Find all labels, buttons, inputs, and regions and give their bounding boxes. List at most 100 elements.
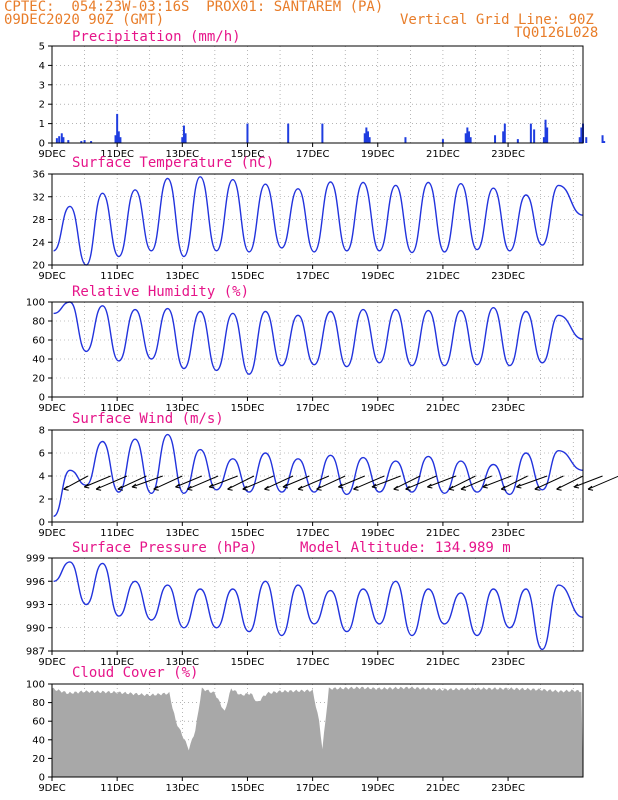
y-tick-label: 990 [26,623,45,634]
precip-bar [116,113,119,143]
y-tick-label: 80 [32,698,45,709]
x-tick-label: 11DEC [100,528,134,539]
x-tick-label: 17DEC [296,403,330,414]
precip-bar [368,137,371,143]
y-tick-label: 0 [39,393,45,404]
wind-arrow [282,475,310,488]
x-tick-label: 9DEC [38,657,65,668]
precip-bar [580,127,583,143]
wind-arrow-head [427,483,433,489]
x-tick-label: 23DEC [491,149,525,160]
wind-arrow [573,475,603,488]
panel-3 [48,301,584,401]
x-tick-label: 19DEC [361,149,395,160]
wind-arrow [84,475,111,488]
x-tick-label: 17DEC [296,657,330,668]
precip-bar [62,137,65,143]
wind-arrow [534,475,564,490]
wind-arrow [405,475,437,490]
series-line [53,433,584,517]
wind-arrow-head [242,485,248,491]
wind-arrow-head [353,485,359,491]
x-tick-label: 23DEC [491,783,525,794]
x-tick-label: 17DEC [296,271,330,282]
wind-arrow-head [153,485,159,491]
precip-bar [601,135,604,143]
chart-header: CPTEC: 054:23W-03:16S PROX01: SANTAREM (… [0,0,618,44]
x-tick-label: 15DEC [231,403,265,414]
wind-arrow-head [131,483,138,489]
x-tick-label: 19DEC [361,271,395,282]
x-tick-label: 15DEC [231,783,265,794]
precip-bar [464,133,467,143]
y-tick-label: 3 [39,80,45,91]
precip-bar [246,123,249,143]
wind-arrow-head [264,485,270,491]
x-tick-label: 13DEC [165,528,199,539]
precip-bar [441,139,444,143]
y-tick-label: 993 [26,600,45,611]
wind-arrow-head [573,483,580,489]
panel-title: Surface Wind (m/s) [72,411,224,427]
wind-arrow-head [316,485,322,491]
x-tick-label: 23DEC [491,528,525,539]
precip-bar [119,137,122,143]
wind-arrow-head [516,483,522,489]
y-tick-label: 996 [26,577,45,588]
x-tick-label: 21DEC [426,271,460,282]
wind-arrow [187,475,219,490]
precip-bar [494,135,497,143]
wind-arrow-head [95,485,102,491]
x-tick-label: 21DEC [426,657,460,668]
x-tick-label: 11DEC [100,783,134,794]
y-tick-label: 0 [39,518,45,529]
precip-bar [544,119,547,143]
x-tick-label: 21DEC [426,783,460,794]
y-tick-label: 4 [39,61,45,72]
precip-bar [58,136,61,143]
wind-arrow [500,475,528,490]
panel-title: Precipitation (mm/h) [72,29,241,45]
panel-2 [48,173,584,269]
x-tick-label: 21DEC [426,149,460,160]
y-tick-label: 100 [26,680,45,691]
wind-arrow [63,475,89,490]
wind-arrow [227,475,255,490]
model-id-label: TQ0126L028 [514,25,599,41]
precip-bar [585,137,588,143]
y-tick-label: 32 [32,192,45,203]
y-tick-label: 20 [32,374,45,385]
y-tick-label: 8 [39,426,45,437]
x-tick-label: 13DEC [165,783,199,794]
panel-frame [51,557,584,652]
x-tick-label: 9DEC [38,271,65,282]
x-tick-label: 11DEC [100,403,134,414]
y-tick-label: 60 [32,717,45,728]
panel-6 [48,683,584,781]
wind-arrow-head [500,485,507,491]
x-tick-label: 17DEC [296,783,330,794]
series-line [53,301,584,375]
precip-bar [466,127,469,143]
precip-bar [533,129,536,143]
x-tick-label: 19DEC [361,528,395,539]
wind-arrow [95,475,128,490]
series-line [53,176,584,266]
wind-arrow-head [208,483,215,489]
wind-arrow [427,475,457,488]
y-tick-label: 6 [39,449,45,460]
precip-bar [184,133,187,143]
panel-frame [51,683,584,778]
wind-arrow [371,475,401,488]
x-tick-label: 15DEC [231,657,265,668]
panel-title: Surface Temperature (nC) [72,155,274,171]
wind-arrow [153,475,183,490]
wind-arrow-head [338,483,344,489]
precip-bar [363,133,366,143]
wind-arrow-head [282,483,289,489]
x-tick-label: 23DEC [491,271,525,282]
wind-arrow [297,475,330,490]
y-tick-label: 40 [32,735,45,746]
wind-arrow-head [482,483,488,489]
